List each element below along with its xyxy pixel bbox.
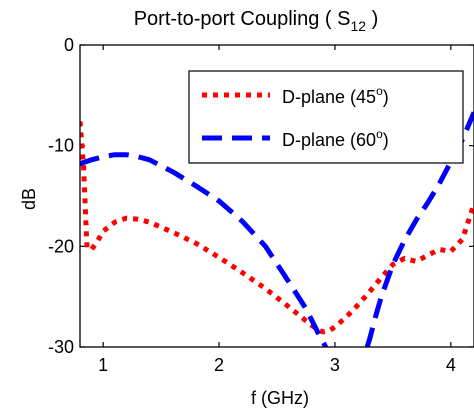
y-tick-label: 0 xyxy=(64,35,74,55)
x-axis-label: f (GHz) xyxy=(251,388,309,408)
y-tick-label: -10 xyxy=(48,136,74,156)
x-tick-label: 3 xyxy=(330,355,340,375)
y-tick-label: -20 xyxy=(48,236,74,256)
legend-label-series-2-sup: o xyxy=(376,127,383,141)
chart-title: Port-to-port Coupling ( S12 ) xyxy=(134,8,379,34)
series-layer xyxy=(80,111,474,347)
legend-label-series-2-end: ) xyxy=(383,130,389,150)
x-tick-label: 1 xyxy=(98,355,108,375)
y-tick-label: -30 xyxy=(48,337,74,357)
plot-frame xyxy=(79,44,474,348)
legend-label-series-1-sup: o xyxy=(376,84,383,98)
series-line-1 xyxy=(80,121,474,335)
y-axis-label: dB xyxy=(19,188,39,210)
chart-title-end: ) xyxy=(366,8,378,30)
x-ticks: 1 2 3 4 xyxy=(98,45,456,375)
legend: D-plane (45o) D-plane (60o) xyxy=(188,70,464,164)
legend-label-series-2: D-plane (60o) xyxy=(282,127,389,150)
x-tick-label: 2 xyxy=(214,355,224,375)
chart-title-main: Port-to-port Coupling ( S xyxy=(134,8,351,30)
legend-label-series-1-end: ) xyxy=(383,87,389,107)
legend-label-series-2-main: D-plane (60 xyxy=(282,130,376,150)
legend-label-series-1: D-plane (45o) xyxy=(282,84,389,107)
legend-box xyxy=(188,70,464,164)
chart-title-subscript: 12 xyxy=(350,18,366,34)
legend-label-series-1-main: D-plane (45 xyxy=(282,87,376,107)
series-line-2 xyxy=(80,111,474,347)
x-tick-label: 4 xyxy=(446,355,456,375)
